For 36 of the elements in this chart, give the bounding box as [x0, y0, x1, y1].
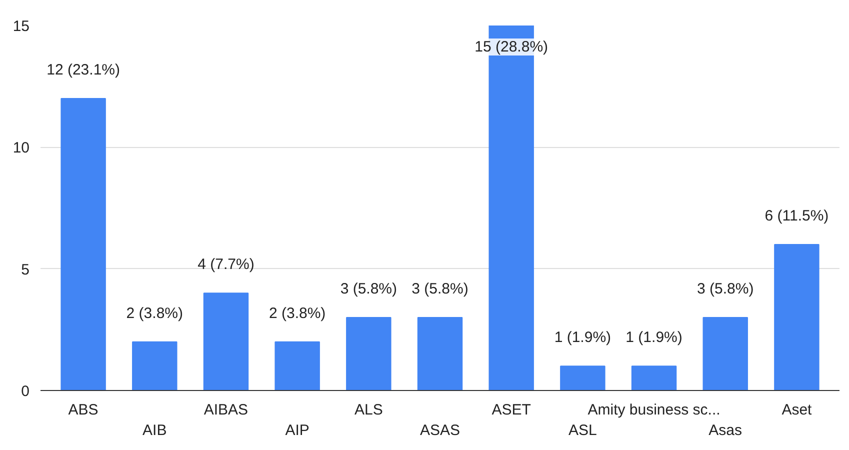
bar — [774, 244, 820, 390]
bar — [132, 341, 178, 390]
x-tick-label: ASET — [492, 402, 531, 418]
data-label: 2 (3.8%) — [126, 304, 183, 322]
x-tick-label: AIBAS — [204, 402, 248, 418]
x-tick-label: Asas — [708, 422, 742, 439]
x-tick-label: ABS — [68, 402, 98, 418]
x-tick-label: ASAS — [420, 422, 460, 439]
x-tick-label: AIP — [285, 422, 310, 439]
bar — [346, 317, 392, 390]
data-label: 12 (23.1%) — [46, 62, 120, 78]
y-tick-label: 0 — [21, 383, 30, 400]
x-tick-label: ALS — [354, 402, 383, 418]
data-label: 2 (3.8%) — [268, 304, 326, 322]
data-label: 3 (5.8%) — [412, 280, 468, 298]
x-tick-label: Amity business sc... — [588, 402, 720, 418]
data-label: 4 (7.7%) — [198, 256, 254, 274]
x-tick-label: AIB — [142, 422, 167, 439]
data-label: 3 (5.8%) — [697, 280, 754, 298]
x-tick-label: Aset — [782, 402, 813, 418]
bar — [60, 98, 106, 390]
bar — [203, 292, 249, 390]
bar — [560, 366, 606, 390]
x-tick-label: ASL — [568, 422, 597, 439]
bar — [702, 317, 748, 390]
y-tick-label: 15 — [12, 18, 30, 35]
bar — [417, 317, 463, 390]
y-tick-label: 10 — [12, 140, 30, 157]
bar — [274, 341, 320, 390]
data-label: 6 (11.5%) — [764, 208, 829, 224]
data-label: 1 (1.9%) — [554, 329, 612, 346]
bar — [631, 366, 677, 390]
y-tick-label: 5 — [21, 261, 30, 278]
data-label: 3 (5.8%) — [340, 280, 398, 298]
data-label: 15 (28.8%) — [474, 38, 548, 56]
data-label: 1 (1.9%) — [626, 329, 682, 346]
